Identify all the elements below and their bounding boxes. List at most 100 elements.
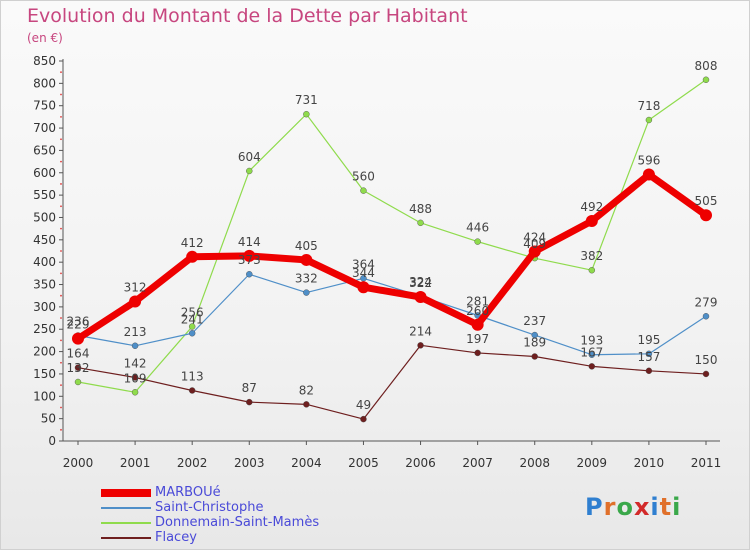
data-label: 279 xyxy=(695,295,718,309)
x-tick-label: 2008 xyxy=(519,456,550,470)
data-point xyxy=(702,313,710,320)
y-minor-tick xyxy=(60,428,62,431)
data-label: 195 xyxy=(637,333,660,347)
y-minor-tick xyxy=(60,227,62,230)
data-point xyxy=(74,378,82,386)
data-point xyxy=(131,374,139,381)
data-point xyxy=(417,342,424,349)
series-line-marbou- xyxy=(76,171,709,342)
x-tick-label: 2009 xyxy=(577,456,608,470)
data-label: 373 xyxy=(238,253,261,267)
logo-letter: i xyxy=(672,493,682,521)
data-point xyxy=(303,401,310,408)
y-tick-label: 150 xyxy=(33,367,56,381)
data-point xyxy=(528,245,541,258)
y-tick-label: 800 xyxy=(33,76,56,90)
y-minor-tick xyxy=(60,272,62,275)
data-label: 604 xyxy=(238,150,261,164)
logo-letter: x xyxy=(633,493,651,521)
data-label: 324 xyxy=(409,275,432,289)
y-tick-label: 300 xyxy=(33,300,56,314)
x-tick-label: 2000 xyxy=(63,456,94,470)
y-tick-label: 100 xyxy=(33,389,56,403)
data-point xyxy=(188,330,196,337)
x-tick-label: 2004 xyxy=(291,456,322,470)
data-label: 505 xyxy=(695,194,718,208)
y-minor-tick xyxy=(60,384,62,387)
y-tick-label: 350 xyxy=(33,278,56,292)
chart-subtitle: (en €) xyxy=(27,31,63,45)
y-tick-label: 450 xyxy=(33,233,56,247)
data-point xyxy=(645,350,653,358)
x-tick-label: 2007 xyxy=(462,456,493,470)
y-tick-label: 250 xyxy=(33,322,56,336)
data-label: 446 xyxy=(466,221,489,235)
data-label: 167 xyxy=(580,345,603,359)
legend-swatch xyxy=(101,507,151,509)
logo-letter: r xyxy=(603,493,617,521)
data-label: 214 xyxy=(409,324,432,338)
data-label: 241 xyxy=(181,312,204,326)
data-point xyxy=(531,353,538,360)
data-point xyxy=(474,238,481,245)
x-tick-label: 2005 xyxy=(348,456,379,470)
logo-letter: P xyxy=(585,493,604,521)
data-label: 260 xyxy=(466,304,489,318)
y-minor-tick xyxy=(60,361,62,364)
data-point xyxy=(414,291,427,304)
data-point xyxy=(246,398,253,406)
data-label: 364 xyxy=(352,257,375,271)
data-label: 731 xyxy=(295,93,318,107)
y-tick-label: 600 xyxy=(33,166,56,180)
data-point xyxy=(188,387,196,394)
y-minor-tick xyxy=(60,339,62,342)
series-line-donnemain-saint-mam-s xyxy=(77,79,707,393)
data-label: 414 xyxy=(238,235,261,249)
data-label: 213 xyxy=(124,325,147,339)
data-point xyxy=(702,76,710,83)
line-chart: 0 50 100 150 200 250 300 350 400 450 500 550 600 650 7… xyxy=(33,54,721,470)
data-label: 82 xyxy=(299,383,314,397)
y-tick-label: 500 xyxy=(33,210,56,224)
y-minor-tick xyxy=(60,160,62,163)
data-point xyxy=(246,271,253,278)
data-label: 256 xyxy=(181,306,204,320)
data-point xyxy=(642,168,655,181)
data-point xyxy=(188,323,196,330)
x-tick-label: 2010 xyxy=(634,456,665,470)
legend-label: Donnemain-Saint-Mamès xyxy=(155,515,320,530)
data-label: 808 xyxy=(695,59,718,73)
data-label: 424 xyxy=(523,230,546,244)
data-label: 132 xyxy=(67,361,90,375)
data-label: 332 xyxy=(295,272,318,286)
legend-swatch xyxy=(101,522,151,524)
y-tick-label: 650 xyxy=(33,143,56,157)
data-point xyxy=(72,332,84,345)
y-minor-tick xyxy=(60,294,62,297)
data-point xyxy=(243,249,256,262)
x-tick-label: 2006 xyxy=(405,456,436,470)
chart-title: Evolution du Montant de la Dette par Hab… xyxy=(27,5,468,27)
legend-label: Saint-Christophe xyxy=(155,500,264,515)
data-label: 150 xyxy=(695,353,718,367)
data-label: 281 xyxy=(466,294,489,308)
data-point xyxy=(360,415,367,423)
legend-swatch xyxy=(101,537,151,539)
data-label: 49 xyxy=(356,398,371,412)
data-label: 344 xyxy=(352,266,375,280)
data-point xyxy=(585,215,598,228)
data-label: 312 xyxy=(124,281,147,295)
y-minor-tick xyxy=(60,138,62,141)
y-tick-label: 550 xyxy=(33,188,56,202)
data-point xyxy=(474,349,481,357)
y-tick-label: 850 xyxy=(33,54,56,68)
data-label: 236 xyxy=(67,314,90,328)
logo-letter: i xyxy=(650,493,660,521)
data-label: 409 xyxy=(523,237,546,251)
data-label: 164 xyxy=(67,347,90,361)
y-tick-label: 50 xyxy=(41,412,56,426)
data-point xyxy=(531,331,538,339)
y-minor-tick xyxy=(60,71,62,74)
y-tick-label: 700 xyxy=(33,121,56,135)
